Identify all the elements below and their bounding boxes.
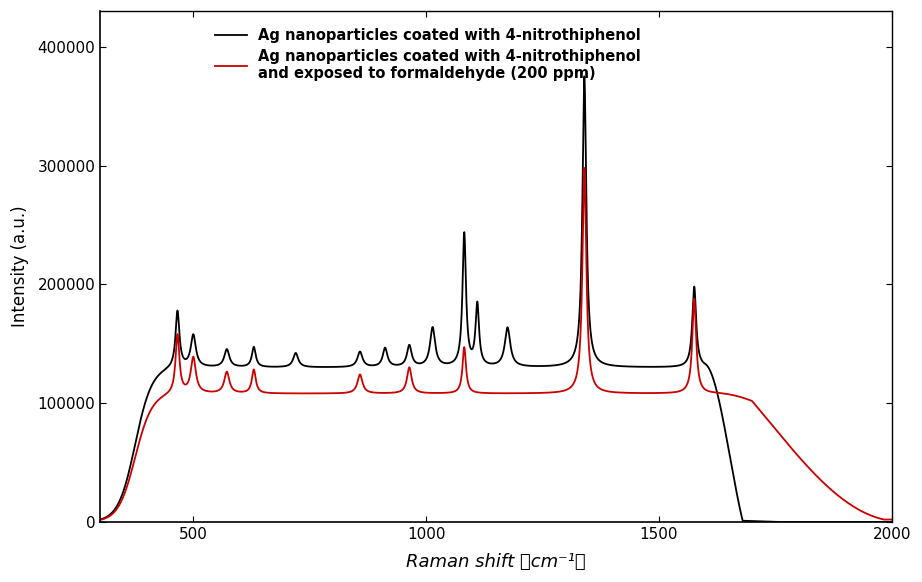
Ag nanoparticles coated with 4-nitrothiphenol
and exposed to formaldehyde (200 ppm) (597, 386, 609, 393)
X-axis label: Raman shift （cm⁻¹）: Raman shift （cm⁻¹） (406, 553, 585, 571)
Line: Ag nanoparticles coated with 4-nitrothiphenol: Ag nanoparticles coated with 4-nitrothip… (100, 76, 892, 522)
Ag nanoparticles coated with 4-nitrothiphenol (681, 356, 692, 363)
Ag nanoparticles coated with 4-nitrothiphenol (597, 360, 609, 367)
Ag nanoparticles coated with 4-nitrothiphenol (724, 449, 735, 456)
Ag nanoparticles coated with 4-nitrothiphenol (770, 519, 781, 526)
Ag nanoparticles coated with 4-nitrothiphenol
and exposed to formaldehyde (200 ppm) (135, 436, 146, 443)
Ag nanoparticles coated with 4-nitrothiphenol (95, 516, 106, 523)
Ag nanoparticles coated with 4-nitrothiphenol
and exposed to formaldehyde (200 ppm) (95, 516, 106, 523)
Ag nanoparticles coated with 4-nitrothiphenol (135, 419, 146, 426)
Line: Ag nanoparticles coated with 4-nitrothiphenol
and exposed to formaldehyde (200 ppm): Ag nanoparticles coated with 4-nitrothip… (100, 168, 892, 520)
Ag nanoparticles coated with 4-nitrothiphenol
and exposed to formaldehyde (200 ppm) (681, 381, 692, 388)
Ag nanoparticles coated with 4-nitrothiphenol
and exposed to formaldehyde (200 ppm) (381, 389, 392, 396)
Ag nanoparticles coated with 4-nitrothiphenol
and exposed to formaldehyde (200 ppm) (886, 516, 897, 523)
Ag nanoparticles coated with 4-nitrothiphenol
and exposed to formaldehyde (200 ppm) (724, 391, 735, 398)
Ag nanoparticles coated with 4-nitrothiphenol
and exposed to formaldehyde (200 ppm) (563, 385, 574, 392)
Legend: Ag nanoparticles coated with 4-nitrothiphenol, Ag nanoparticles coated with 4-ni: Ag nanoparticles coated with 4-nitrothip… (210, 23, 645, 86)
Ag nanoparticles coated with 4-nitrothiphenol (886, 519, 897, 526)
Ag nanoparticles coated with 4-nitrothiphenol (579, 73, 590, 80)
Y-axis label: Intensity (a.u.): Intensity (a.u.) (11, 205, 30, 327)
Ag nanoparticles coated with 4-nitrothiphenol
and exposed to formaldehyde (200 ppm) (579, 165, 590, 172)
Ag nanoparticles coated with 4-nitrothiphenol (381, 349, 392, 356)
Ag nanoparticles coated with 4-nitrothiphenol (563, 357, 574, 364)
